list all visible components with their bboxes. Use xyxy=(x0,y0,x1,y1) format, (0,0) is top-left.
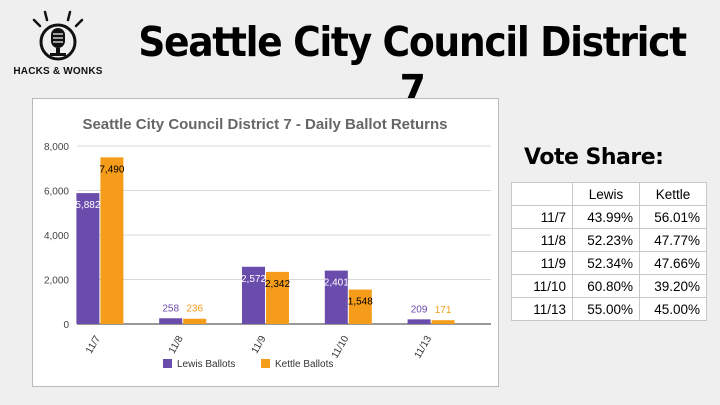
lewis-bar xyxy=(159,318,183,324)
x-tick-label: 11/7 xyxy=(84,334,103,356)
kettle-data-label: 1,548 xyxy=(348,297,373,308)
table-row: 11/13 55.00% 45.00% xyxy=(511,297,707,321)
kettle-bar xyxy=(183,318,207,324)
table-row: 11/7 43.99% 56.01% xyxy=(511,205,707,229)
lewis-data-label: 2,572 xyxy=(241,274,266,285)
row-kettle-share: 45.00% xyxy=(639,297,707,321)
kettle-bar xyxy=(100,157,124,324)
x-tick-label: 11/8 xyxy=(167,334,186,356)
kettle-data-label: 171 xyxy=(435,305,452,316)
lewis-data-label: 209 xyxy=(411,304,428,315)
row-date: 11/9 xyxy=(511,251,573,275)
kettle-data-label: 7,490 xyxy=(99,164,124,175)
row-kettle-share: 56.01% xyxy=(639,205,707,229)
legend-swatch-lewis xyxy=(163,359,172,368)
y-tick-label: 0 xyxy=(63,320,69,331)
lewis-bar xyxy=(242,266,265,324)
row-date: 11/7 xyxy=(511,205,573,229)
row-kettle-share: 47.66% xyxy=(639,251,707,275)
lewis-data-label: 258 xyxy=(162,303,179,314)
vote-share-header-lewis: Lewis xyxy=(572,182,640,206)
lewis-bar xyxy=(324,270,348,324)
kettle-bar xyxy=(348,289,372,324)
table-row: 11/9 52.34% 47.66% xyxy=(511,251,707,275)
table-row: 11/10 60.80% 39.20% xyxy=(511,274,707,298)
vote-share-header-kettle: Kettle xyxy=(639,182,707,206)
vote-share-header-blank xyxy=(511,182,573,206)
kettle-bar xyxy=(266,271,289,324)
x-tick-label: 11/9 xyxy=(250,334,269,356)
ballot-returns-chart: Seattle City Council District 7 - Daily … xyxy=(32,98,499,387)
vote-share-title: Vote Share: xyxy=(524,145,664,170)
y-tick-label: 4,000 xyxy=(44,231,69,242)
y-tick-label: 2,000 xyxy=(44,276,69,287)
vote-share-table: Lewis Kettle 11/7 43.99% 56.01% 11/8 52.… xyxy=(511,182,707,321)
table-row: 11/8 52.23% 47.77% xyxy=(511,228,707,252)
kettle-data-label: 236 xyxy=(186,304,203,315)
vote-share-header-row: Lewis Kettle xyxy=(511,182,707,206)
lewis-bar xyxy=(76,193,100,324)
legend-label-lewis: Lewis Ballots xyxy=(177,359,235,370)
row-kettle-share: 39.20% xyxy=(639,274,707,298)
y-tick-label: 8,000 xyxy=(44,142,69,153)
kettle-bar xyxy=(431,320,455,324)
row-date: 11/8 xyxy=(511,228,573,252)
x-tick-label: 11/13 xyxy=(413,334,435,361)
legend-swatch-kettle xyxy=(261,359,270,368)
lewis-data-label: 5,882 xyxy=(75,200,100,211)
hacks-and-wonks-logo: HACKS & WONKS xyxy=(12,8,104,80)
row-lewis-share: 52.34% xyxy=(572,251,640,275)
row-lewis-share: 55.00% xyxy=(572,297,640,321)
kettle-data-label: 2,342 xyxy=(265,279,290,290)
row-lewis-share: 43.99% xyxy=(572,205,640,229)
microphone-icon xyxy=(32,10,84,61)
y-tick-label: 6,000 xyxy=(44,187,69,198)
logo-text: HACKS & WONKS xyxy=(13,66,103,77)
lewis-data-label: 2,401 xyxy=(324,278,349,289)
x-tick-label: 11/10 xyxy=(330,334,352,361)
row-lewis-share: 60.80% xyxy=(572,274,640,298)
lewis-bar xyxy=(407,319,431,324)
row-date: 11/13 xyxy=(511,297,573,321)
row-lewis-share: 52.23% xyxy=(572,228,640,252)
chart-svg: Seattle City Council District 7 - Daily … xyxy=(44,116,491,370)
chart-title: Seattle City Council District 7 - Daily … xyxy=(82,116,447,133)
row-kettle-share: 47.77% xyxy=(639,228,707,252)
legend-label-kettle: Kettle Ballots xyxy=(275,359,333,370)
row-date: 11/10 xyxy=(511,274,573,298)
